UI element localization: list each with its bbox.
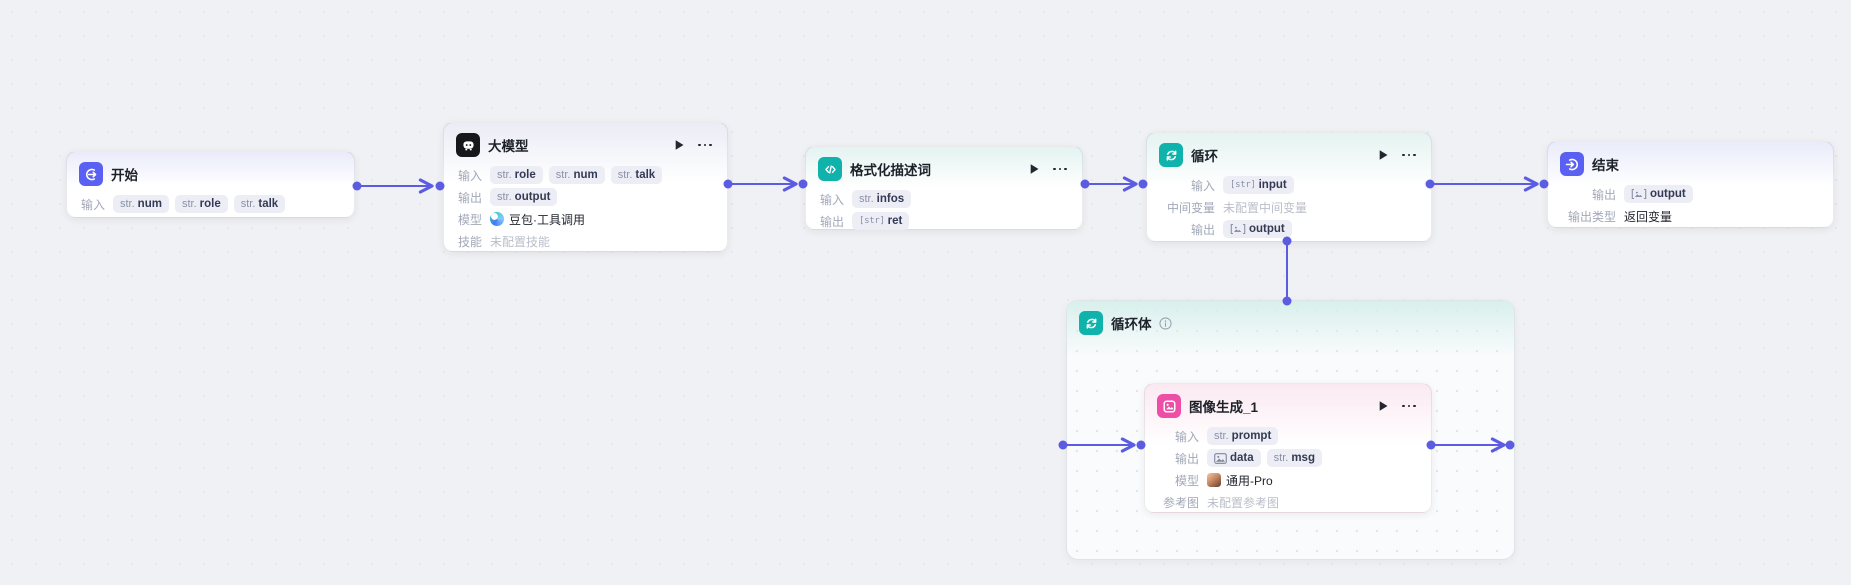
node-start[interactable]: 开始 输入 str. num str. role str. talk	[66, 151, 355, 218]
param-tag: str. talk	[233, 195, 286, 213]
ellipsis-icon	[1053, 167, 1067, 171]
param-tag: str. prompt	[1207, 427, 1279, 445]
node-title: 大模型	[488, 139, 529, 154]
loop-body-header: 循环体	[1067, 301, 1514, 357]
node-end[interactable]: 结束 输出 output 输出类型 返回变量	[1547, 141, 1834, 228]
node-title: 图像生成_1	[1189, 400, 1259, 415]
param-tag: output	[1624, 185, 1693, 203]
output-row: 输出 data str. msg	[1157, 448, 1419, 468]
param-tag: str. output	[490, 188, 558, 206]
param-tag: str. role	[174, 195, 228, 213]
ellipsis-icon	[1402, 404, 1416, 408]
output-type-value: 返回变量	[1624, 209, 1673, 224]
model-row: 模型 豆包·工具调用	[457, 212, 585, 227]
play-icon	[1379, 150, 1387, 160]
end-icon	[1560, 152, 1584, 176]
node-format[interactable]: 格式化描述词 输入 str. infos 输出 [str] ret	[805, 146, 1083, 230]
node-title: 循环	[1191, 149, 1218, 164]
play-icon	[675, 140, 683, 150]
skill-placeholder: 未配置技能	[490, 234, 551, 249]
intermediate-placeholder: 未配置中间变量	[1223, 200, 1308, 215]
image-type-icon	[1214, 452, 1227, 464]
row-label: 输入	[80, 197, 105, 212]
node-image-gen[interactable]: 图像生成_1 输入 str. prompt 输出 data str. msg	[1144, 383, 1432, 513]
loop-body-title: 循环体	[1111, 317, 1152, 332]
model-name: 通用-Pro	[1226, 473, 1273, 488]
param-tag: str. role	[490, 166, 543, 184]
node-llm[interactable]: 大模型 输入 str. role str. num str. talk 输出 str.…	[443, 122, 728, 252]
param-tag: str. infos	[852, 190, 912, 208]
node-title: 格式化描述词	[850, 163, 931, 178]
model-row: 模型 通用-Pro	[1174, 473, 1273, 488]
array-image-type-icon	[1631, 189, 1647, 199]
model-avatar	[1207, 473, 1221, 487]
run-node-button[interactable]	[1024, 159, 1044, 179]
run-node-button[interactable]	[669, 135, 689, 155]
run-node-button[interactable]	[1373, 145, 1393, 165]
code-icon	[818, 157, 842, 181]
input-row: 输入 [str] input	[1159, 175, 1419, 195]
play-icon	[1030, 164, 1038, 174]
doubao-model-icon	[490, 212, 504, 226]
input-row: 输入 str. num str. role str. talk	[79, 194, 342, 214]
more-button[interactable]	[1050, 159, 1070, 179]
node-loop[interactable]: 循环 输入 [str] input 中间变量 未配置中间变量 输出 output	[1146, 132, 1432, 242]
ellipsis-icon	[698, 143, 712, 147]
output-row: 输出 [str] ret	[818, 211, 1070, 231]
intermediate-var-row: 中间变量 未配置中间变量	[1166, 200, 1308, 215]
output-type-row: 输出类型 返回变量	[1567, 209, 1673, 224]
image-gen-icon	[1157, 394, 1181, 418]
output-row: 输出 output	[1560, 184, 1821, 204]
param-tag: str. msg	[1266, 449, 1322, 467]
array-image-type-icon	[1230, 224, 1246, 234]
param-tag: data	[1207, 449, 1261, 467]
more-button[interactable]	[1399, 145, 1419, 165]
more-button[interactable]	[1399, 396, 1419, 416]
more-button[interactable]	[695, 135, 715, 155]
loop-icon	[1079, 311, 1103, 335]
model-name: 豆包·工具调用	[509, 212, 585, 227]
info-icon[interactable]	[1158, 316, 1172, 330]
start-icon	[79, 162, 103, 186]
reference-placeholder: 未配置参考图	[1207, 495, 1280, 510]
loop-icon	[1159, 143, 1183, 167]
node-title: 开始	[111, 168, 138, 183]
play-icon	[1379, 401, 1387, 411]
param-tag: [str] input	[1223, 176, 1294, 194]
ellipsis-icon	[1402, 153, 1416, 157]
node-title: 结束	[1592, 158, 1619, 173]
param-tag: str. num	[548, 166, 605, 184]
param-tag: output	[1223, 220, 1292, 238]
skill-row: 技能 未配置技能	[457, 234, 551, 249]
param-tag: str. talk	[610, 166, 663, 184]
param-tag: [str] ret	[852, 212, 910, 230]
output-row: 输出 str. output	[456, 187, 715, 207]
input-row: 输入 str. infos	[818, 189, 1070, 209]
run-node-button[interactable]	[1373, 396, 1393, 416]
reference-image-row: 参考图 未配置参考图	[1162, 495, 1280, 510]
input-row: 输入 str. prompt	[1157, 426, 1419, 446]
output-row: 输出 output	[1159, 219, 1419, 239]
llm-icon	[456, 133, 480, 157]
param-tag: str. num	[113, 195, 169, 213]
input-row: 输入 str. role str. num str. talk	[456, 165, 715, 185]
